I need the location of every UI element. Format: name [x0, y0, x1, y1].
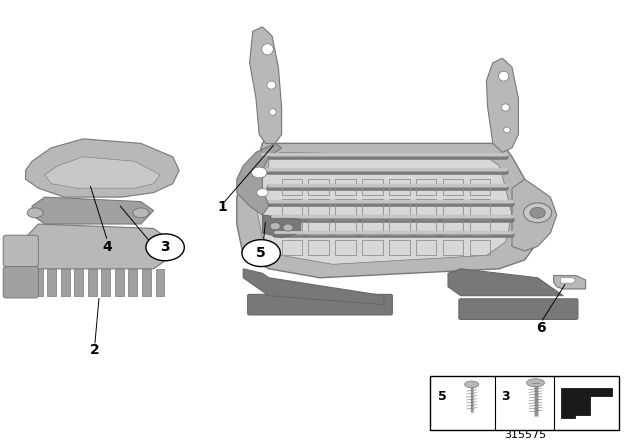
Circle shape	[524, 203, 552, 223]
Polygon shape	[74, 269, 83, 296]
Polygon shape	[32, 197, 154, 224]
Text: 4: 4	[102, 240, 113, 254]
Polygon shape	[554, 276, 586, 289]
Circle shape	[242, 240, 280, 267]
Polygon shape	[237, 143, 282, 215]
Ellipse shape	[499, 71, 509, 81]
Text: 5: 5	[438, 390, 447, 403]
Ellipse shape	[267, 81, 276, 89]
Polygon shape	[262, 215, 301, 237]
Ellipse shape	[504, 127, 510, 133]
FancyBboxPatch shape	[248, 294, 392, 315]
Polygon shape	[26, 139, 179, 197]
Text: 6: 6	[536, 321, 546, 335]
Circle shape	[257, 189, 268, 197]
Polygon shape	[243, 269, 384, 305]
Ellipse shape	[269, 109, 276, 116]
Polygon shape	[256, 152, 512, 264]
Polygon shape	[142, 269, 151, 296]
Ellipse shape	[465, 381, 479, 388]
Polygon shape	[45, 157, 160, 188]
Circle shape	[530, 207, 545, 218]
Bar	[430, 376, 619, 430]
Polygon shape	[448, 269, 563, 296]
Circle shape	[146, 234, 184, 261]
Polygon shape	[88, 269, 97, 296]
Text: 315575: 315575	[504, 430, 546, 440]
Ellipse shape	[527, 379, 545, 387]
Polygon shape	[250, 27, 282, 143]
Polygon shape	[61, 269, 70, 296]
Text: 2: 2	[90, 343, 100, 358]
Polygon shape	[26, 224, 166, 269]
Circle shape	[270, 223, 280, 230]
FancyBboxPatch shape	[3, 235, 38, 267]
Polygon shape	[115, 269, 124, 296]
Ellipse shape	[262, 43, 273, 55]
Ellipse shape	[28, 208, 44, 218]
Circle shape	[283, 224, 293, 231]
Polygon shape	[237, 139, 538, 278]
Polygon shape	[102, 269, 111, 296]
Text: 3: 3	[502, 390, 510, 403]
Polygon shape	[47, 269, 56, 296]
FancyBboxPatch shape	[459, 299, 578, 319]
Ellipse shape	[502, 104, 510, 111]
Text: 3: 3	[160, 240, 170, 254]
Polygon shape	[561, 388, 612, 418]
Ellipse shape	[133, 208, 149, 218]
Polygon shape	[156, 269, 164, 296]
Text: 5: 5	[256, 246, 266, 260]
Polygon shape	[34, 269, 43, 296]
Polygon shape	[512, 179, 557, 251]
Polygon shape	[561, 278, 576, 283]
Circle shape	[252, 167, 267, 178]
Polygon shape	[486, 58, 518, 152]
Text: 1: 1	[218, 200, 228, 214]
Polygon shape	[129, 269, 138, 296]
FancyBboxPatch shape	[3, 267, 38, 298]
